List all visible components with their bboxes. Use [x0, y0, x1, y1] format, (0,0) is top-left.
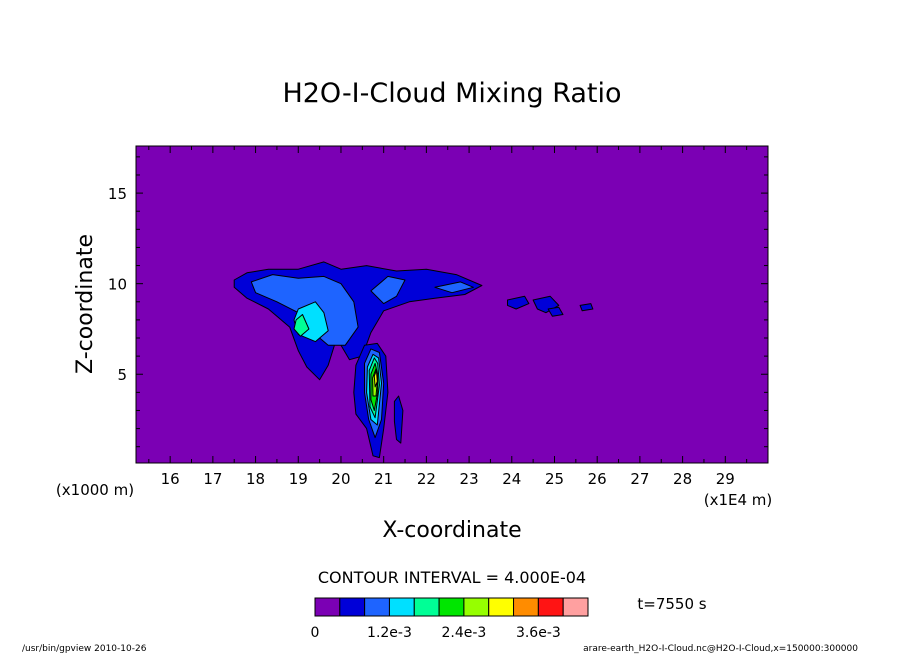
y-tick-label: 15	[108, 185, 127, 203]
footer-left: /usr/bin/gpview 2010-10-26	[22, 644, 147, 654]
y-unit-label: (x1000 m)	[56, 481, 134, 499]
contour-region-anvil-right-inner	[370, 275, 406, 305]
colorbar-swatch	[413, 597, 440, 617]
x-tick-label: 21	[374, 470, 393, 488]
footer-right: arare-earth_H2O-I-Cloud.nc@H2O-I-Cloud,x…	[583, 644, 858, 654]
colorbar-tick-labels: 0 1.2e-3 2.4e-3 3.6e-3	[311, 625, 561, 641]
colorbar-tick-label: 1.2e-3	[367, 625, 412, 641]
plot-frame	[135, 145, 769, 464]
x-tick-label: 20	[331, 470, 350, 488]
x-axis-ticks: 16 17 18 19 20 21 22 23 24 25 26 27 28 29	[148, 146, 748, 488]
contour-region-tower-l7	[373, 370, 378, 388]
x-tick-label: 29	[716, 470, 735, 488]
colorbar-swatch	[364, 597, 390, 617]
chart-title: H2O-I-Cloud Mixing Ratio	[282, 78, 621, 109]
colorbar-swatch	[562, 597, 589, 617]
x-tick-label: 22	[417, 470, 436, 488]
x-tick-label: 23	[460, 470, 479, 488]
contour-region-small-tower	[393, 395, 404, 444]
colorbar	[314, 597, 589, 617]
colorbar-swatch	[488, 597, 515, 617]
x-tick-label: 26	[588, 470, 607, 488]
colorbar-swatch	[438, 597, 465, 617]
y-tick-label: 5	[117, 366, 127, 384]
time-label: t=7550 s	[637, 595, 706, 613]
colorbar-tick-label: 0	[311, 625, 320, 641]
contour-region-blob-26	[579, 303, 594, 312]
x-unit-label: (x1E4 m)	[704, 491, 773, 509]
x-tick-label: 27	[630, 470, 649, 488]
colorbar-swatch	[537, 597, 564, 617]
contour-regions	[233, 261, 594, 459]
y-axis-label: Z-coordinate	[73, 234, 98, 374]
x-tick-label: 16	[161, 470, 180, 488]
y-axis-ticks: 5 10 15	[108, 156, 768, 448]
colorbar-swatch	[314, 597, 341, 617]
colorbar-swatch	[388, 597, 415, 617]
x-tick-label: 18	[246, 470, 265, 488]
y-tick-label: 10	[108, 276, 127, 294]
x-tick-label: 19	[289, 470, 308, 488]
contour-interval-label: CONTOUR INTERVAL = 4.000E-04	[318, 568, 586, 587]
x-axis-label: X-coordinate	[382, 518, 521, 543]
x-tick-label: 28	[673, 470, 692, 488]
colorbar-swatch	[339, 597, 366, 617]
x-tick-label: 25	[545, 470, 564, 488]
colorbar-swatch	[513, 597, 539, 617]
contour-region-blob-24	[507, 295, 530, 310]
contour-region-blob-25b	[547, 306, 564, 317]
plot-background	[136, 146, 768, 463]
contour-region-anvil-far-inner	[434, 281, 474, 294]
colorbar-tick-label: 3.6e-3	[516, 625, 561, 641]
colorbar-tick-label: 2.4e-3	[441, 625, 486, 641]
contour-region-core-green	[293, 314, 310, 337]
colorbar-swatch	[463, 597, 490, 617]
x-tick-label: 17	[203, 470, 222, 488]
x-tick-label: 24	[502, 470, 521, 488]
